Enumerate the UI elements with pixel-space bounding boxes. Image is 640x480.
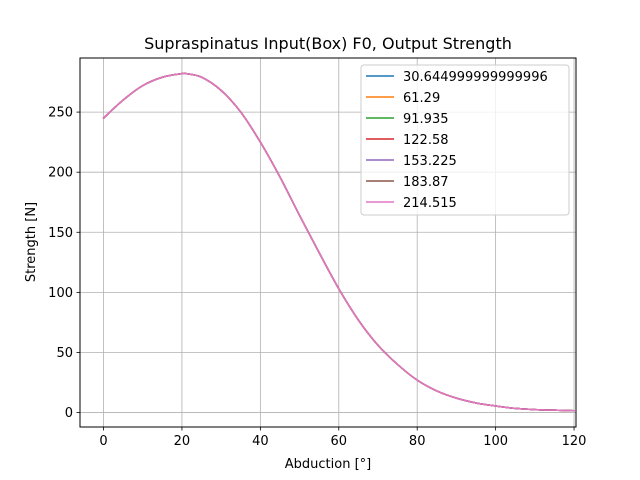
y-tick-label: 150 — [48, 226, 73, 241]
y-axis-label: Strength [N] — [24, 202, 39, 282]
y-tick-label: 0 — [65, 406, 73, 421]
series-lines — [102, 72, 575, 412]
legend-label: 30.644999999999996 — [403, 70, 548, 85]
legend-label: 91.935 — [403, 112, 449, 127]
x-tick-label: 40 — [252, 434, 269, 449]
legend-label: 214.515 — [403, 196, 457, 211]
legend-label: 183.87 — [403, 175, 449, 190]
y-tick-label: 100 — [48, 286, 73, 301]
chart-title: Supraspinatus Input(Box) F0, Output Stre… — [144, 34, 512, 53]
legend-label: 153.225 — [403, 154, 457, 169]
x-tick-label: 80 — [409, 434, 426, 449]
x-tick-label: 100 — [483, 434, 508, 449]
series-line-7 — [102, 72, 575, 412]
legend: 30.644999999999996 61.29 91.935 122.58 153.2… — [360, 64, 570, 216]
x-axis: 0 20 40 60 80 100 120 — [99, 427, 586, 449]
y-axis: 0 50 100 150 200 250 — [48, 106, 80, 421]
x-tick-label: 120 — [562, 434, 587, 449]
y-tick-label: 200 — [48, 166, 73, 181]
legend-box — [360, 64, 570, 216]
y-tick-label: 50 — [56, 346, 73, 361]
legend-label: 122.58 — [403, 133, 449, 148]
plot-frame — [79, 57, 577, 428]
x-axis-label: Abduction [°] — [285, 457, 371, 472]
y-tick-label: 250 — [48, 106, 73, 121]
x-tick-label: 0 — [99, 434, 107, 449]
legend-label: 61.29 — [403, 91, 440, 106]
x-tick-label: 60 — [331, 434, 348, 449]
x-tick-label: 20 — [174, 434, 191, 449]
